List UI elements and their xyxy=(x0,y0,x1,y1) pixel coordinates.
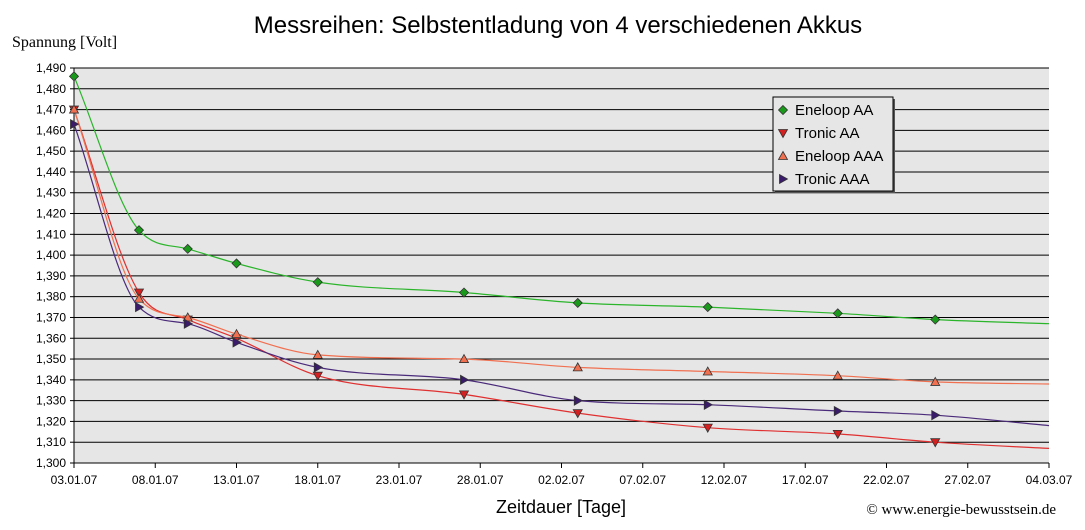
legend-marker xyxy=(777,104,789,116)
data-point xyxy=(133,293,145,303)
x-tick-label: 17.02.07 xyxy=(782,473,829,487)
data-point xyxy=(833,405,844,417)
x-tick-label: 08.01.07 xyxy=(132,473,179,487)
y-tick-label: 1,350 xyxy=(36,352,66,366)
y-tick-label: 1,460 xyxy=(36,123,66,137)
y-tick-label: 1,300 xyxy=(36,456,66,470)
x-tick-label: 07.02.07 xyxy=(619,473,666,487)
legend-box xyxy=(772,96,894,192)
legend-marker xyxy=(779,173,789,185)
y-tick-label: 1,400 xyxy=(36,248,66,262)
y-tick-label: 1,310 xyxy=(36,435,66,449)
series-tronic-aaa xyxy=(70,118,1050,427)
y-tick-label: 1,370 xyxy=(36,310,66,324)
x-tick-label: 04.03.07 xyxy=(1026,473,1073,487)
data-point xyxy=(702,366,713,376)
y-axis-label: Spannung [Volt] xyxy=(12,34,117,51)
x-tick-label: 23.01.07 xyxy=(376,473,423,487)
data-point xyxy=(573,395,584,406)
series-eneloop-aaa xyxy=(68,104,1050,386)
data-point xyxy=(460,374,470,386)
data-point xyxy=(702,423,713,433)
y-tick-label: 1,320 xyxy=(36,414,66,428)
data-point xyxy=(312,371,323,382)
data-point xyxy=(182,243,193,254)
data-point xyxy=(312,349,323,359)
y-tick-label: 1,390 xyxy=(36,269,66,283)
y-tick-label: 1,360 xyxy=(36,331,66,345)
legend-label: Tronic AAA xyxy=(795,171,869,188)
data-point xyxy=(231,258,242,269)
x-tick-label: 03.01.07 xyxy=(51,473,98,487)
legend-marker xyxy=(777,150,789,160)
y-tick-label: 1,330 xyxy=(36,394,66,408)
x-tick-label: 18.01.07 xyxy=(294,473,341,487)
data-point xyxy=(931,410,941,421)
y-tick-label: 1,440 xyxy=(36,165,66,179)
legend-label: Eneloop AAA xyxy=(795,148,883,165)
data-point xyxy=(458,287,470,298)
series-line xyxy=(73,76,1050,325)
y-tick-label: 1,470 xyxy=(36,103,66,117)
x-axis-label: Zeitdauer [Tage] xyxy=(496,497,626,517)
data-point xyxy=(68,104,80,114)
data-point xyxy=(572,409,583,419)
data-point xyxy=(133,288,145,298)
data-point xyxy=(312,277,323,288)
copyright-text: © www.energie-bewusstsein.de xyxy=(866,502,1056,518)
legend: Eneloop AA Tronic AA Eneloop AAA Tronic AAA xyxy=(772,96,895,193)
y-tick-label: 1,410 xyxy=(36,227,66,241)
y-tick-label: 1,340 xyxy=(36,373,66,387)
x-tick-label: 13.01.07 xyxy=(213,473,260,487)
legend-marker xyxy=(777,129,789,139)
data-point xyxy=(832,308,843,319)
x-tick-label: 02.02.07 xyxy=(538,473,585,487)
data-point xyxy=(832,429,843,440)
data-point xyxy=(572,297,583,308)
x-tick-label: 12.02.07 xyxy=(701,473,748,487)
data-point xyxy=(703,399,714,410)
data-point xyxy=(135,301,145,313)
data-point xyxy=(930,376,941,386)
plot-area: 1,300 1,310 1,320 1,330 1,340 1,350 1,360 1,370… xyxy=(36,61,1073,487)
data-point xyxy=(930,438,941,448)
data-point xyxy=(68,71,80,82)
series-eneloop-aa xyxy=(68,71,1050,325)
data-point xyxy=(70,118,80,130)
y-tick-label: 1,380 xyxy=(36,290,66,304)
data-point xyxy=(832,370,843,380)
data-point xyxy=(183,318,194,329)
data-point xyxy=(133,225,145,236)
y-tick-label: 1,450 xyxy=(36,144,66,158)
x-tick-label: 27.02.07 xyxy=(944,473,991,487)
data-point xyxy=(313,362,324,373)
data-point xyxy=(572,362,583,372)
data-point xyxy=(702,302,713,313)
legend-label: Eneloop AA xyxy=(795,102,873,119)
data-point xyxy=(458,353,470,363)
data-point xyxy=(458,390,470,400)
x-tick-label: 28.01.07 xyxy=(457,473,504,487)
legend-label: Tronic AA xyxy=(795,125,859,142)
y-tick-label: 1,480 xyxy=(36,82,66,96)
y-tick-label: 1,490 xyxy=(36,61,66,75)
data-point xyxy=(231,328,242,339)
data-point xyxy=(232,337,242,348)
x-tick-label: 22.02.07 xyxy=(863,473,910,487)
data-point xyxy=(930,314,941,325)
plot-background xyxy=(74,68,1049,463)
y-tick-label: 1,430 xyxy=(36,186,66,200)
y-tick-label: 1,420 xyxy=(36,207,66,221)
chart-title: Messreihen: Selbstentladung von 4 versch… xyxy=(254,12,862,39)
